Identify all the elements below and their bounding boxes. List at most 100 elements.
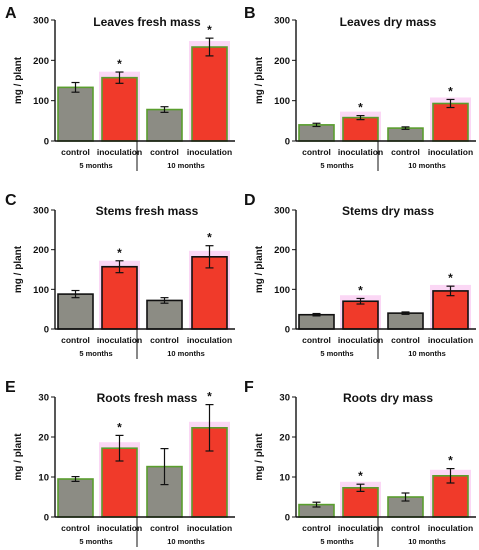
x-tick-label: inoculation	[187, 147, 232, 157]
x-tick-label: inoculation	[97, 523, 142, 533]
x-tick-label: control	[150, 147, 179, 157]
group-label: 5 months	[320, 349, 353, 358]
x-tick-label: inoculation	[428, 523, 473, 533]
chart-title: Stems fresh mass	[96, 204, 199, 218]
bar	[298, 124, 335, 142]
significance-star: *	[448, 271, 453, 285]
x-tick-label: inoculation	[97, 147, 142, 157]
bar	[57, 86, 94, 142]
panel-letter: B	[244, 5, 256, 22]
significance-star: *	[448, 454, 453, 468]
x-tick-label: control	[302, 523, 331, 533]
chart-title: Roots fresh mass	[97, 391, 198, 405]
significance-star: *	[207, 23, 212, 37]
y-tick-label: 200	[274, 245, 290, 256]
y-axis-label: mg / plant	[254, 56, 265, 104]
x-tick-label: inoculation	[187, 335, 232, 345]
x-tick-label: inoculation	[338, 335, 383, 345]
group-label: 5 months	[79, 537, 112, 546]
y-tick-label: 0	[44, 513, 49, 524]
bar	[387, 312, 424, 330]
bar	[191, 256, 228, 330]
y-tick-label: 300	[274, 16, 290, 27]
x-tick-label: inoculation	[338, 523, 383, 533]
panel-d: D Stems dry mass mg / plant 0 100 200 300 contr…	[244, 192, 476, 359]
group-label: 10 months	[408, 349, 446, 358]
y-tick-label: 200	[274, 56, 290, 67]
group-label: 5 months	[79, 349, 112, 358]
significance-star: *	[117, 57, 122, 71]
x-tick-label: inoculation	[187, 523, 232, 533]
panel-f: F Roots dry mass mg / plant 0 10 20 30 control *…	[244, 379, 476, 547]
y-tick-label: 30	[38, 393, 49, 404]
x-tick-label: inoculation	[338, 147, 383, 157]
group-label: 10 months	[167, 349, 205, 358]
x-tick-label: inoculation	[428, 335, 473, 345]
panel-letter: C	[5, 192, 17, 209]
bar	[146, 299, 183, 330]
y-tick-label: 20	[279, 433, 290, 444]
y-tick-label: 200	[33, 245, 49, 256]
bar	[342, 486, 379, 518]
y-axis-label: mg / plant	[13, 433, 24, 481]
y-tick-label: 0	[44, 325, 49, 336]
y-tick-label: 20	[38, 433, 49, 444]
panel-letter: D	[244, 192, 256, 209]
significance-star: *	[358, 469, 363, 483]
bar	[432, 290, 469, 330]
y-tick-label: 100	[274, 285, 290, 296]
chart-title: Stems dry mass	[342, 204, 434, 218]
y-tick-label: 0	[285, 325, 290, 336]
x-tick-label: control	[150, 335, 179, 345]
bar	[298, 313, 335, 330]
bar	[57, 478, 94, 518]
x-tick-label: control	[391, 523, 420, 533]
panel-e: E Roots fresh mass mg / plant 0 10 20 30 contro…	[5, 379, 235, 547]
bar	[191, 46, 228, 142]
y-tick-label: 300	[274, 206, 290, 217]
group-label: 10 months	[167, 537, 205, 546]
y-tick-label: 30	[279, 393, 290, 404]
panel-b: B Leaves dry mass mg / plant 0 100 200 300 cont…	[244, 5, 476, 171]
significance-star: *	[358, 283, 363, 297]
bar	[342, 116, 379, 142]
y-tick-label: 10	[279, 473, 290, 484]
bar	[57, 293, 94, 330]
x-tick-label: control	[302, 147, 331, 157]
y-tick-label: 200	[33, 56, 49, 67]
x-tick-label: control	[302, 335, 331, 345]
group-label: 5 months	[79, 161, 112, 170]
panel-letter: E	[5, 379, 16, 396]
y-axis-label: mg / plant	[13, 56, 24, 104]
chart-title: Leaves fresh mass	[93, 15, 201, 29]
group-label: 5 months	[320, 537, 353, 546]
panel-letter: F	[244, 379, 254, 396]
significance-star: *	[358, 101, 363, 115]
y-tick-label: 100	[33, 285, 49, 296]
bar	[146, 108, 183, 142]
bar	[387, 127, 424, 142]
bar	[101, 265, 138, 330]
group-label: 5 months	[320, 161, 353, 170]
y-tick-label: 100	[33, 96, 49, 107]
y-axis-label: mg / plant	[254, 433, 265, 481]
y-axis-label: mg / plant	[13, 245, 24, 293]
significance-star: *	[117, 246, 122, 260]
group-label: 10 months	[408, 537, 446, 546]
x-tick-label: inoculation	[97, 335, 142, 345]
y-tick-label: 300	[33, 16, 49, 27]
y-tick-label: 0	[44, 137, 49, 148]
y-tick-label: 100	[274, 96, 290, 107]
x-tick-label: control	[391, 147, 420, 157]
x-tick-label: control	[61, 523, 90, 533]
x-tick-label: control	[61, 147, 90, 157]
group-label: 10 months	[167, 161, 205, 170]
bar	[342, 300, 379, 330]
y-tick-label: 0	[285, 513, 290, 524]
bar	[432, 102, 469, 142]
group-label: 10 months	[408, 161, 446, 170]
y-axis-label: mg / plant	[254, 245, 265, 293]
significance-star: *	[207, 231, 212, 245]
x-tick-label: control	[391, 335, 420, 345]
